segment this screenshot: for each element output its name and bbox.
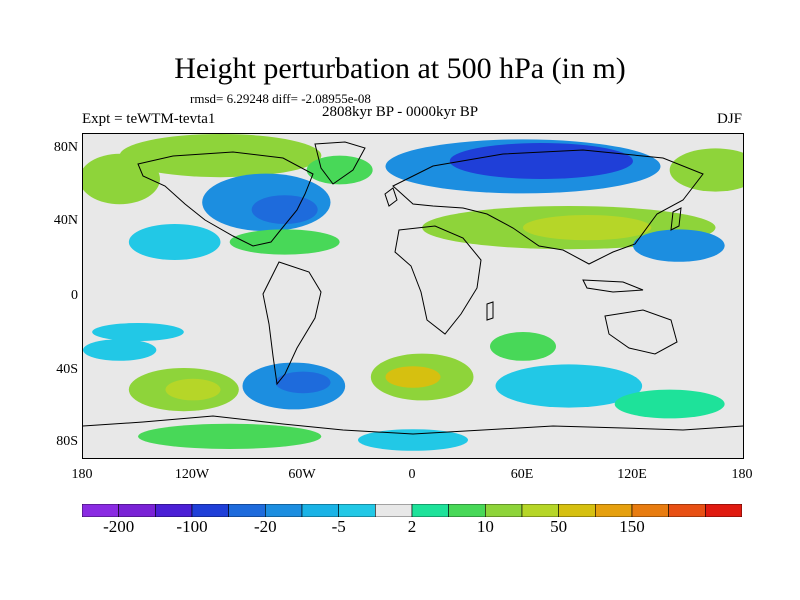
anomaly-region-aus-south-pos bbox=[614, 389, 725, 419]
lon-label-120e: 120E bbox=[617, 467, 647, 482]
lon-label-180w: 180 bbox=[71, 467, 93, 482]
lat-label-80n: 80N bbox=[53, 140, 78, 155]
colorbar-swatch bbox=[118, 504, 156, 517]
colorbar-swatch bbox=[228, 504, 266, 517]
anomaly-region-antarctic-pos bbox=[138, 423, 322, 449]
lon-label-0: 0 bbox=[408, 467, 416, 482]
colorbar-swatch bbox=[595, 504, 633, 517]
anomaly-region-siberia-neg-core bbox=[449, 143, 633, 179]
coastline-australia bbox=[604, 309, 678, 355]
colorbar-label: 10 bbox=[476, 517, 494, 536]
anomaly-region-pacific-east-neg bbox=[633, 229, 725, 262]
lat-label-40s: 40S bbox=[56, 362, 78, 377]
anomaly-region-eurasia-pos-core bbox=[523, 215, 652, 241]
coastline-greenland bbox=[314, 141, 366, 185]
colorbar-swatch bbox=[448, 504, 486, 517]
lat-label-40n: 40N bbox=[53, 213, 78, 228]
colorbar-label: 150 bbox=[619, 517, 645, 536]
colorbar-swatch bbox=[265, 504, 303, 517]
stats-readout: rmsd= 6.29248 diff= -2.08955e-08 bbox=[190, 91, 371, 106]
anomaly-region-indian-pos bbox=[490, 332, 556, 361]
colorbar-swatch bbox=[631, 504, 669, 517]
anomaly-region-south-pacific-pos-core bbox=[165, 378, 221, 401]
anomaly-region-greenland-pos bbox=[306, 155, 373, 185]
anomaly-region-south-indian-neg bbox=[495, 364, 643, 408]
colorbar-swatch bbox=[558, 504, 596, 517]
colorbar-swatch bbox=[375, 504, 413, 517]
experiment-label: Expt = teWTM-tevta1 bbox=[82, 111, 216, 127]
colorbar-swatch bbox=[521, 504, 559, 517]
coastline-uk bbox=[384, 187, 398, 207]
colorbar-swatch bbox=[338, 504, 376, 517]
anomaly-region-tropics-neg-s bbox=[83, 339, 157, 361]
anomaly-region-s-atlantic-pos-core bbox=[385, 366, 441, 388]
coastline-indonesia bbox=[582, 279, 644, 293]
coastline-japan bbox=[670, 207, 682, 231]
colorbar-swatch bbox=[191, 504, 229, 517]
anomaly-region-tropics-neg-w bbox=[92, 323, 184, 341]
coastline-europe-asia bbox=[392, 149, 704, 265]
colorbar bbox=[82, 504, 742, 517]
lon-label-60w: 60W bbox=[288, 467, 316, 482]
anomaly-region-arctic-east-pos bbox=[669, 148, 743, 192]
colorbar-label: -20 bbox=[253, 517, 277, 536]
anomaly-region-pacific-neg bbox=[128, 224, 221, 260]
colorbar-swatch bbox=[82, 504, 119, 517]
colorbar-swatch bbox=[485, 504, 523, 517]
colorbar-label: -200 bbox=[103, 517, 135, 536]
colorbar-swatch bbox=[411, 504, 449, 517]
anomaly-map bbox=[83, 134, 743, 451]
colorbar-swatch bbox=[705, 504, 742, 517]
coastline-antarctica bbox=[83, 415, 743, 435]
anomaly-region-ne-pacific-pos bbox=[83, 153, 160, 205]
colorbar-swatch bbox=[155, 504, 193, 517]
anomaly-region-gulf-pos bbox=[229, 229, 340, 255]
coastline-africa bbox=[394, 225, 482, 335]
colorbar-label: 50 bbox=[550, 517, 568, 536]
anomaly-region-antarctic-neg bbox=[358, 429, 468, 451]
lon-label-120w: 120W bbox=[174, 467, 210, 482]
coastline-north-america bbox=[137, 151, 314, 247]
colorbar-swatch bbox=[668, 504, 706, 517]
coastline-south-america bbox=[262, 261, 322, 386]
colorbar-label: 2 bbox=[407, 517, 417, 536]
lon-label-60e: 60E bbox=[510, 467, 534, 482]
map-panel bbox=[82, 133, 744, 459]
lat-label-80s: 80S bbox=[56, 434, 78, 449]
anomaly-region-n-america-pos bbox=[119, 134, 322, 178]
colorbar-label: -5 bbox=[331, 517, 346, 536]
colorbar-swatch bbox=[301, 504, 339, 517]
anomaly-region-canada-neg-core bbox=[251, 195, 318, 224]
coastline-madagascar bbox=[486, 301, 494, 321]
map-title: Height perturbation at 500 hPa (in m) bbox=[174, 52, 626, 85]
season-label: DJF bbox=[716, 111, 742, 127]
colorbar-label: -100 bbox=[176, 517, 208, 536]
period-label: 2808kyr BP - 0000kyr BP bbox=[322, 104, 479, 120]
lat-label-0: 0 bbox=[71, 288, 78, 303]
lon-label-180e: 180 bbox=[731, 467, 753, 482]
anomaly-region-s-america-neg-core bbox=[275, 371, 331, 394]
